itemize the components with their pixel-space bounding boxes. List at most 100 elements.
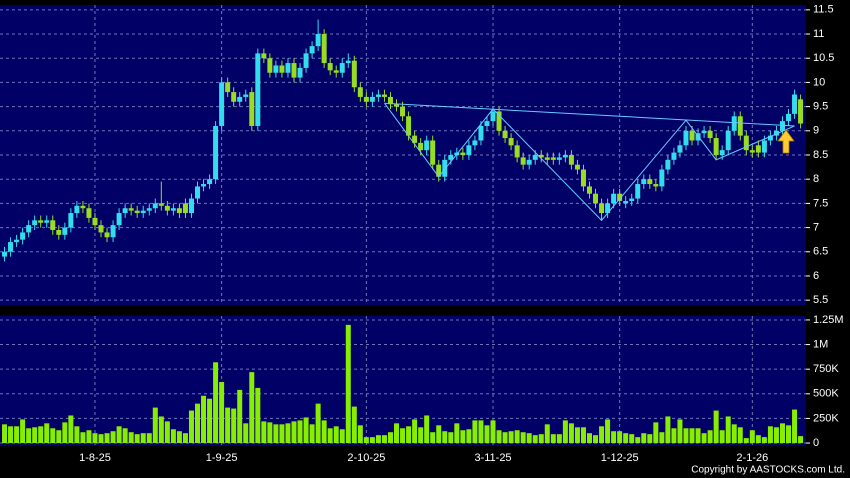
candle-body	[538, 155, 544, 158]
volume-bar	[617, 431, 623, 444]
y-tick-label: 8	[813, 173, 819, 185]
volume-bar	[92, 433, 98, 444]
volume-bar	[261, 421, 267, 444]
candle-body	[303, 53, 309, 68]
candle-body	[26, 225, 32, 233]
volume-bar	[677, 419, 683, 444]
candle-body	[249, 92, 255, 126]
x-tick-label: 3-11-25	[474, 452, 511, 464]
candle-body	[713, 138, 719, 155]
candle-body	[261, 53, 267, 59]
volume-bar	[195, 403, 201, 444]
candle-body	[550, 157, 556, 160]
volume-bar	[665, 416, 671, 444]
candle-body	[387, 96, 393, 105]
volume-bar	[647, 434, 653, 444]
volume-bar	[297, 420, 303, 444]
candle-body	[8, 242, 14, 252]
candle-body	[731, 116, 737, 131]
volume-bar	[375, 435, 381, 444]
y-tick-label: 1M	[813, 338, 828, 350]
candle-body	[279, 65, 285, 73]
volume-bar	[689, 428, 695, 444]
volume-bar	[32, 427, 38, 444]
candle-body	[478, 125, 484, 141]
volume-bar	[695, 428, 701, 444]
volume-bar	[538, 434, 544, 444]
volume-bar	[56, 430, 62, 444]
y-tick-label: 11	[813, 28, 824, 40]
candle-body	[665, 159, 671, 170]
candle-body	[683, 130, 689, 146]
volume-bar	[773, 427, 779, 444]
candle-body	[436, 164, 442, 177]
volume-bar	[779, 423, 785, 444]
volume-bar	[207, 398, 213, 444]
volume-bar	[128, 432, 134, 444]
candle-body	[369, 96, 375, 102]
volume-bar	[98, 434, 104, 444]
candle-body	[442, 159, 448, 177]
candle-body	[225, 82, 231, 93]
candle-body	[158, 203, 164, 206]
volume-bar	[448, 432, 454, 444]
volume-bar	[8, 426, 14, 444]
copyright: Copyright by AASTOCKS.com Ltd.	[691, 465, 845, 476]
volume-bar	[219, 381, 225, 444]
candle-body	[32, 220, 38, 226]
candle-body	[629, 198, 635, 201]
volume-bar	[737, 427, 743, 444]
volume-bar	[454, 423, 460, 444]
candle-body	[508, 138, 514, 146]
volume-bar	[14, 426, 20, 444]
candle-body	[146, 208, 152, 211]
candle-body	[20, 232, 26, 240]
volume-bar	[786, 425, 792, 444]
y-tick-label: 8.5	[813, 149, 828, 161]
candle-body	[140, 210, 146, 214]
candle-body	[743, 135, 749, 151]
volume-bar	[237, 389, 243, 444]
candle-body	[406, 116, 412, 136]
volume-bar	[641, 433, 647, 444]
candle-body	[677, 145, 683, 153]
volume-bar	[659, 432, 665, 444]
volume-bar	[713, 410, 719, 444]
candle-body	[580, 169, 586, 187]
y-tick-label: 10	[813, 76, 825, 88]
candle-body	[56, 230, 62, 235]
candle-body	[333, 70, 339, 73]
y-tick-label: 11.5	[813, 4, 834, 16]
candle-body	[761, 140, 767, 153]
candle-body	[659, 169, 665, 187]
candle-body	[321, 34, 327, 64]
volume-bar	[327, 428, 333, 444]
volume-bar	[496, 430, 502, 444]
candle-body	[611, 193, 617, 204]
candle-body	[526, 159, 532, 165]
candle-body	[568, 155, 574, 165]
volume-bar	[798, 436, 804, 444]
y-tick-label: 7	[813, 221, 819, 233]
candle-body	[544, 157, 550, 160]
volume-bar	[188, 410, 194, 444]
candle-body	[98, 225, 104, 233]
candle-body	[719, 150, 725, 155]
volume-bar	[122, 428, 128, 444]
candle-body	[767, 135, 773, 141]
y-tick-label: 1.25M	[813, 314, 844, 326]
volume-bar	[406, 426, 412, 444]
volume-bar	[436, 425, 442, 444]
volume-bar	[701, 433, 707, 444]
candle-body	[532, 155, 538, 160]
volume-bar	[273, 424, 279, 444]
candle-body	[671, 152, 677, 160]
volume-bar	[707, 430, 713, 444]
volume-bar	[140, 433, 146, 444]
volume-bar	[761, 437, 767, 444]
volume-bar	[412, 419, 418, 444]
volume-bar	[400, 428, 406, 444]
candle-body	[243, 94, 249, 97]
volume-bar	[623, 433, 629, 444]
volume-bar	[369, 437, 375, 444]
